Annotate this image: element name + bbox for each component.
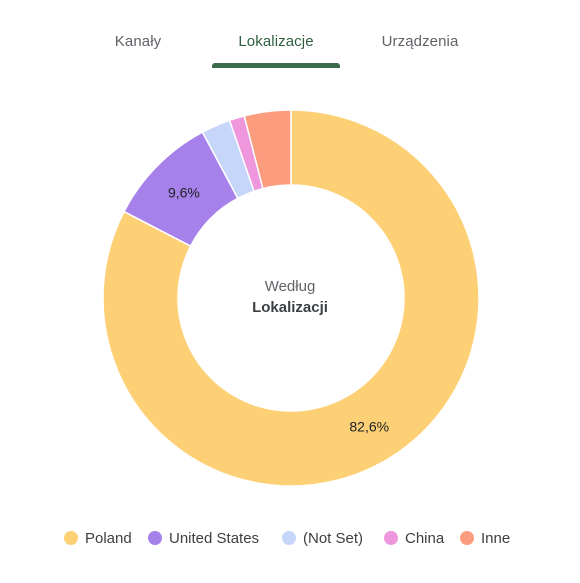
legend-item-inne[interactable]: Inne bbox=[460, 528, 510, 548]
legend-item-united-states[interactable]: United States bbox=[148, 528, 259, 548]
legend-swatch bbox=[460, 531, 474, 545]
tab-kanaly[interactable]: Kanały bbox=[88, 22, 188, 70]
legend-label: Poland bbox=[85, 529, 132, 547]
legend-swatch bbox=[384, 531, 398, 545]
legend-item-poland[interactable]: Poland bbox=[64, 528, 132, 548]
legend-swatch bbox=[148, 531, 162, 545]
legend-label: (Not Set) bbox=[303, 529, 364, 547]
donut-chart-svg: 82,6% 9,6% bbox=[102, 109, 480, 487]
active-tab-indicator bbox=[212, 63, 340, 68]
legend-label: United States bbox=[169, 529, 260, 547]
center-label-line1: Według bbox=[264, 278, 316, 295]
slice-poland[interactable] bbox=[102, 109, 480, 487]
legend-label: China bbox=[405, 529, 445, 547]
tab-label: Lokalizacje bbox=[238, 33, 314, 50]
chart-legend: Poland United States (Not Set) China Inne bbox=[0, 522, 580, 552]
tab-urzadzenia[interactable]: Urządzenia bbox=[360, 22, 480, 70]
tab-label: Urządzenia bbox=[381, 33, 459, 50]
legend-swatch bbox=[64, 531, 78, 545]
tab-lokalizacje[interactable]: Lokalizacje bbox=[212, 22, 340, 70]
tab-bar: Kanały Lokalizacje Urządzenia bbox=[0, 0, 580, 70]
slice-inne[interactable] bbox=[243, 109, 292, 190]
legend-item-not-set[interactable]: (Not Set) bbox=[282, 528, 363, 548]
data-label-united-states: 9,6% bbox=[168, 184, 200, 200]
tab-label: Kanały bbox=[114, 33, 162, 50]
legend-item-china[interactable]: China bbox=[384, 528, 444, 548]
legend-swatch bbox=[282, 531, 296, 545]
legend-label: Inne bbox=[481, 529, 511, 547]
data-label-poland: 82,6% bbox=[349, 419, 389, 435]
center-label-line2: Lokalizacji bbox=[252, 299, 328, 316]
donut-chart: 82,6% 9,6% Według Lokalizacji bbox=[0, 70, 580, 510]
